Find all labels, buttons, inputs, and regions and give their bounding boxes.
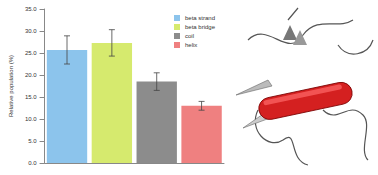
svg-text:0.0: 0.0 bbox=[28, 160, 37, 166]
svg-text:beta strand: beta strand bbox=[185, 15, 215, 21]
svg-text:35.0: 35.0 bbox=[25, 6, 37, 12]
svg-text:5.0: 5.0 bbox=[28, 138, 37, 144]
svg-text:helix: helix bbox=[185, 42, 197, 48]
svg-text:10.0: 10.0 bbox=[25, 116, 37, 122]
svg-text:20.0: 20.0 bbox=[25, 72, 37, 78]
svg-text:beta bridge: beta bridge bbox=[185, 24, 216, 30]
svg-text:25.0: 25.0 bbox=[25, 50, 37, 56]
svg-text:coil: coil bbox=[185, 33, 194, 39]
svg-text:Relative population (%): Relative population (%) bbox=[8, 55, 14, 117]
svg-text:15.0: 15.0 bbox=[25, 94, 37, 100]
svg-text:30.0: 30.0 bbox=[25, 28, 37, 34]
